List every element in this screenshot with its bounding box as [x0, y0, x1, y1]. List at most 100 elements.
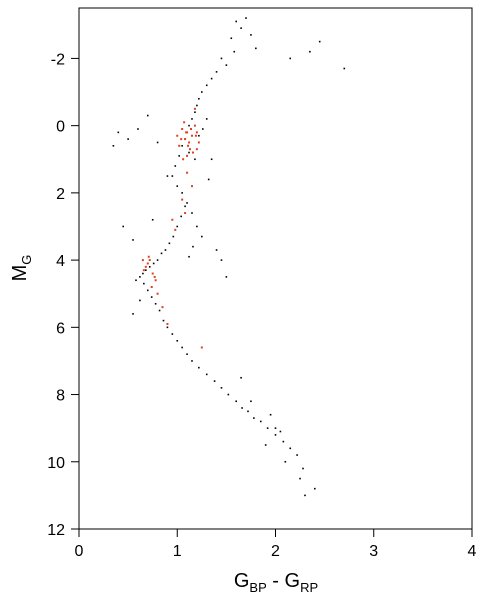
- data-point: [187, 144, 190, 147]
- data-point: [147, 255, 150, 258]
- x-tick-label: 0: [75, 543, 84, 560]
- data-point: [193, 107, 196, 110]
- data-point: [135, 279, 137, 282]
- data-point: [164, 249, 167, 251]
- x-tick-label: 3: [369, 543, 378, 560]
- data-point: [189, 148, 192, 151]
- data-point: [151, 272, 154, 275]
- data-point: [205, 373, 208, 376]
- x-axis-title-main2: G: [285, 570, 301, 592]
- data-point: [161, 306, 164, 309]
- data-point: [186, 154, 189, 157]
- data-point: [202, 128, 204, 130]
- data-point: [146, 114, 149, 117]
- data-point: [191, 360, 193, 362]
- data-point: [213, 380, 216, 382]
- data-point: [190, 185, 193, 188]
- data-point: [154, 302, 157, 305]
- data-point: [188, 141, 191, 144]
- data-point: [174, 228, 177, 231]
- data-point: [289, 447, 292, 450]
- data-point: [264, 444, 267, 446]
- y-tick-label: 10: [47, 455, 65, 472]
- data-point: [194, 134, 197, 137]
- data-point: [117, 131, 120, 134]
- data-point: [148, 266, 151, 268]
- data-point: [181, 198, 184, 201]
- data-point: [191, 212, 193, 214]
- data-point: [181, 128, 184, 131]
- y-tick-label: 4: [56, 253, 65, 270]
- data-point: [186, 353, 188, 356]
- data-point: [227, 393, 230, 396]
- data-point: [176, 339, 179, 342]
- data-point: [200, 346, 203, 349]
- data-points: [112, 17, 346, 497]
- data-point: [196, 104, 198, 107]
- data-point: [188, 124, 190, 127]
- data-point: [250, 400, 252, 403]
- data-point: [180, 215, 182, 218]
- data-point: [197, 141, 200, 144]
- x-axis-title: GBP - GRP: [234, 570, 318, 595]
- data-point: [181, 346, 183, 349]
- data-point: [153, 275, 156, 278]
- data-point: [190, 128, 192, 131]
- data-point: [171, 333, 174, 335]
- data-point: [191, 151, 194, 154]
- data-point: [171, 218, 174, 221]
- data-point: [174, 165, 177, 167]
- data-point: [210, 77, 213, 80]
- data-point: [148, 259, 151, 262]
- data-point: [220, 259, 223, 261]
- data-point: [142, 269, 145, 272]
- data-point: [195, 131, 198, 134]
- data-point: [145, 269, 147, 271]
- data-point: [156, 141, 159, 144]
- data-point: [178, 144, 181, 147]
- data-point: [191, 118, 193, 120]
- data-point: [220, 387, 223, 389]
- data-point: [198, 134, 200, 137]
- data-point: [171, 175, 174, 177]
- data-point: [142, 272, 144, 275]
- y-tick-label: 2: [56, 186, 65, 203]
- data-point: [188, 255, 190, 258]
- x-axis-title-sub1: BP: [249, 580, 266, 595]
- data-point: [279, 430, 282, 433]
- data-point: [188, 151, 190, 154]
- data-point: [181, 145, 183, 147]
- data-point: [274, 434, 277, 436]
- data-point: [274, 427, 277, 429]
- data-point: [146, 262, 149, 265]
- data-point: [150, 285, 153, 288]
- data-point: [193, 124, 196, 127]
- data-point: [176, 225, 179, 228]
- data-point: [168, 242, 171, 245]
- data-point: [225, 276, 228, 278]
- data-point: [186, 202, 188, 204]
- data-point: [166, 175, 169, 177]
- data-point: [184, 138, 187, 141]
- data-point: [194, 158, 196, 161]
- data-point: [266, 427, 269, 429]
- data-point: [210, 158, 213, 161]
- data-point: [255, 47, 257, 50]
- y-tick-label: 12: [47, 522, 65, 539]
- data-point: [235, 400, 237, 403]
- x-tick-label: 2: [271, 543, 280, 560]
- data-point: [250, 34, 252, 36]
- data-point: [143, 282, 145, 285]
- data-point: [235, 20, 237, 23]
- data-point: [343, 67, 346, 70]
- y-axis-title-main: M: [9, 265, 31, 282]
- data-point: [190, 134, 193, 137]
- plot-frame: [78, 7, 473, 530]
- data-point: [240, 27, 242, 29]
- data-point: [162, 319, 165, 322]
- data-point: [181, 192, 183, 194]
- data-point: [198, 97, 200, 100]
- data-point: [225, 64, 228, 66]
- data-point: [205, 84, 208, 87]
